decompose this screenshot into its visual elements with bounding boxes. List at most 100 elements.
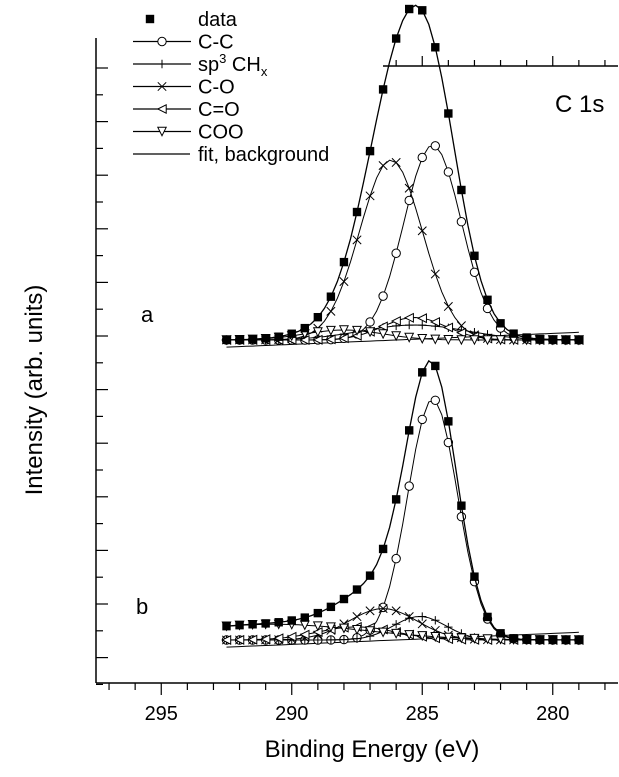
data-point: [535, 635, 544, 644]
data-point: [248, 335, 257, 344]
component-point: [404, 630, 415, 641]
component-point: [456, 335, 467, 346]
panel-b: [221, 359, 584, 648]
component-point: [365, 626, 376, 637]
x-tick-label: 280: [536, 703, 569, 725]
component-point: [417, 152, 427, 163]
background-line: [226, 631, 579, 648]
component-point: [338, 325, 349, 336]
component-point: [482, 335, 493, 346]
component-point: [299, 629, 310, 640]
component-point: [443, 301, 453, 312]
component-point: [418, 612, 427, 621]
component-point: [365, 327, 376, 338]
fit-line: [226, 4, 579, 341]
data-point: [378, 544, 388, 554]
legend-label: fit, background: [198, 144, 329, 166]
component-point: [325, 334, 336, 345]
legend-item: C-O: [133, 77, 235, 99]
data-point: [222, 335, 231, 345]
component-point: [378, 604, 388, 614]
component-point: [378, 602, 388, 613]
component-point: [312, 334, 323, 345]
data-point: [352, 585, 362, 594]
component-point: [338, 623, 349, 634]
plot-area: [221, 4, 584, 648]
component-point: [234, 634, 245, 645]
legend-label: C=O: [198, 99, 240, 121]
component-point: [312, 327, 323, 338]
x-axis-title: Binding Energy (eV): [265, 736, 480, 763]
data-point: [222, 621, 231, 631]
component-line: [226, 399, 579, 641]
component-point: [444, 622, 453, 632]
component-point: [430, 334, 441, 345]
component-point: [338, 333, 349, 344]
data-point: [431, 43, 440, 52]
component-point: [365, 191, 375, 201]
x-tick-label: 285: [406, 703, 439, 725]
data-point: [248, 620, 257, 629]
fit-line: [226, 359, 579, 641]
component-point: [418, 320, 427, 330]
data-points: [222, 4, 584, 345]
component-point: [221, 634, 232, 645]
data-point: [313, 312, 323, 322]
data-point: [274, 332, 283, 341]
component-point: [378, 291, 388, 301]
panel-label-b: b: [136, 594, 148, 619]
data-point: [287, 329, 296, 338]
data-point: [574, 635, 584, 645]
data-point: [457, 185, 466, 195]
data-point: [418, 368, 427, 377]
component-point: [391, 248, 401, 258]
data-point: [509, 634, 518, 643]
data-point: [235, 620, 244, 630]
legend-label: COO: [198, 122, 244, 144]
data-point: [444, 109, 453, 118]
background-line: [226, 331, 579, 348]
component-point: [430, 395, 440, 405]
component-point: [456, 633, 467, 644]
component-point: [351, 325, 363, 336]
data-point: [274, 618, 283, 627]
component-point: [273, 633, 284, 644]
x-tick-label: 290: [275, 703, 308, 725]
component-point: [417, 226, 427, 236]
component-point: [260, 634, 271, 645]
component-point: [352, 235, 362, 245]
legend-item: fit, background: [133, 144, 329, 166]
component-point: [247, 634, 258, 645]
data-point: [326, 602, 336, 612]
legend-item: C=O: [133, 99, 240, 121]
component-point: [416, 313, 427, 324]
component-point: [405, 614, 414, 623]
legend-marker: [145, 14, 155, 24]
component-point: [417, 414, 427, 425]
axes: 295 290 285 280: [95, 38, 618, 725]
data-point: [561, 635, 570, 645]
component-line: [226, 324, 579, 341]
component-point: [390, 316, 401, 327]
component-point: [351, 624, 363, 635]
component-point: [325, 325, 336, 336]
component-point: [377, 321, 388, 332]
component-point: [391, 331, 402, 342]
legend-marker: [157, 81, 167, 92]
component-point: [443, 322, 454, 333]
data-point: [496, 629, 505, 638]
component-point: [456, 321, 466, 331]
component-point: [286, 631, 297, 642]
component-point: [417, 631, 428, 642]
component-point: [326, 635, 336, 645]
data-point: [235, 335, 244, 344]
data-point: [470, 251, 479, 260]
component-point: [378, 627, 389, 638]
component-point: [429, 316, 440, 327]
data-point: [548, 335, 557, 344]
data-point: [509, 329, 518, 338]
component-point: [430, 632, 441, 643]
component-point: [443, 167, 454, 177]
component-point: [431, 616, 440, 625]
data-point: [470, 572, 479, 581]
